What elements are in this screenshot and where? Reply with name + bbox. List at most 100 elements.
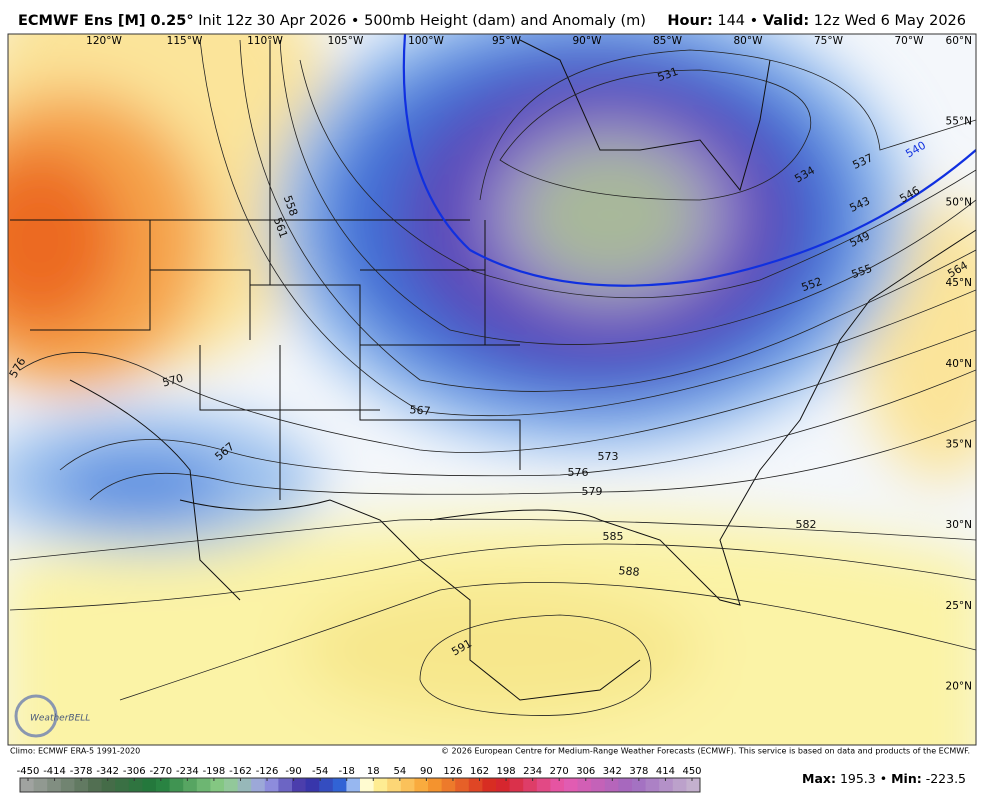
colorbar-tick-label: 414	[656, 766, 675, 777]
colorbar-swatch	[60, 778, 75, 792]
colorbar-swatch	[550, 778, 565, 792]
colorbar-swatch	[183, 778, 198, 792]
colorbar-tick-label: 90	[420, 766, 433, 777]
colorbar: -450 -414 -378 -342 -306 -270 -234 -198 -162 -126…	[17, 766, 702, 793]
colorbar-swatch	[156, 778, 171, 792]
colorbar-swatch	[305, 778, 320, 792]
colorbar-tick-label: -90	[285, 766, 301, 777]
colorbar-tick-label: -342	[96, 766, 119, 777]
colorbar-tick-label: -18	[339, 766, 355, 777]
colorbar-swatch	[319, 778, 334, 792]
longitude-label: 110°W	[247, 35, 283, 47]
contour-label: 573	[598, 450, 619, 463]
colorbar-swatch	[101, 778, 116, 792]
colorbar-tick-label: -126	[256, 766, 279, 777]
latitude-label: 40°N	[946, 358, 972, 370]
colorbar-swatch	[346, 778, 361, 792]
colorbar-swatch	[47, 778, 62, 792]
min: -223.5	[926, 771, 966, 786]
latitude-label: 35°N	[946, 439, 972, 451]
colorbar-swatch	[686, 778, 701, 792]
colorbar-swatch	[224, 778, 239, 792]
logo-mark	[14, 694, 58, 738]
colorbar-tick-label: 306	[576, 766, 595, 777]
colorbar-swatch	[142, 778, 157, 792]
colorbar-swatch	[88, 778, 103, 792]
map-frame	[7, 33, 977, 746]
colorbar-tick-label: -414	[43, 766, 66, 777]
colorbar-tick-label: 18	[367, 766, 380, 777]
logo: WeatherBELL	[30, 714, 90, 724]
colorbar-tick-label: 234	[523, 766, 542, 777]
colorbar-swatch	[332, 778, 347, 792]
colorbar-swatch	[278, 778, 293, 792]
colorbar-tick-label: 162	[470, 766, 489, 777]
separator: •	[750, 13, 759, 29]
latitude-label: 60°N	[946, 35, 972, 47]
longitude-label: 100°W	[408, 35, 444, 47]
latitude-label: 45°N	[946, 277, 972, 289]
colorbar-tick-label: -54	[312, 766, 328, 777]
colorbar-swatch	[128, 778, 143, 792]
longitude-label: 80°W	[734, 35, 764, 47]
longitude-label-group: 120°W 115°W 110°W 105°W 100°W 95°W 90°W 85°W 80°…	[86, 35, 924, 47]
contour-label: 585	[603, 530, 624, 543]
colorbar-tick-label: -378	[70, 766, 93, 777]
longitude-label: 115°W	[167, 35, 203, 47]
contour-540	[402, 34, 976, 287]
colorbar-swatch	[210, 778, 225, 792]
colorbar-swatch	[659, 778, 674, 792]
longitude-label: 95°W	[492, 35, 522, 47]
colorbar-tick-label: 270	[550, 766, 569, 777]
contour-label: 582	[796, 518, 817, 531]
valid-label: Valid:	[763, 13, 809, 29]
longitude-label: 70°W	[895, 35, 925, 47]
colorbar-swatch	[496, 778, 511, 792]
colorbar-swatch	[577, 778, 592, 792]
colorbar-swatch	[604, 778, 619, 792]
colorbar-tick-label: 54	[393, 766, 406, 777]
stats-separator: •	[880, 771, 887, 786]
longitude-label: 90°W	[573, 35, 603, 47]
colorbar-swatch	[169, 778, 184, 792]
contour-label: 579	[582, 485, 603, 498]
colorbar-swatch	[387, 778, 402, 792]
header-right: Hour: 144 • Valid: 12z Wed 6 May 2026	[667, 13, 966, 29]
colorbar-swatch	[468, 778, 483, 792]
hour-label: Hour:	[667, 13, 712, 29]
colorbar-swatch	[455, 778, 470, 792]
colorbar-tick-label: 198	[497, 766, 516, 777]
latitude-label: 20°N	[946, 681, 972, 693]
colorbar-swatch	[251, 778, 266, 792]
colorbar-swatch	[414, 778, 429, 792]
colorbar-swatch	[441, 778, 456, 792]
colorbar-tick-label: -450	[17, 766, 40, 777]
longitude-label: 75°W	[814, 35, 844, 47]
contour-label: 576	[568, 466, 589, 479]
contours	[9, 39, 976, 716]
latitude-label: 55°N	[946, 116, 972, 128]
colorbar-swatch	[33, 778, 48, 792]
valid: 12z Wed 6 May 2026	[814, 13, 966, 29]
longitude-label: 105°W	[328, 35, 364, 47]
climo-note: Climo: ECMWF ERA-5 1991-2020	[10, 747, 140, 756]
colorbar-swatch	[564, 778, 579, 792]
latitude-label: 50°N	[946, 196, 972, 208]
colorbar-swatch	[645, 778, 660, 792]
latitude-label: 30°N	[946, 519, 972, 531]
longitude-label: 120°W	[86, 35, 122, 47]
colorbar-swatch	[400, 778, 415, 792]
colorbar-swatch	[428, 778, 443, 792]
contour-label: 570	[161, 372, 185, 390]
longitude-label: 85°W	[653, 35, 683, 47]
colorbar-frame	[19, 777, 701, 793]
header-left: ECMWF Ens [M] 0.25° Init 12z 30 Apr 2026…	[18, 13, 646, 29]
colorbar-swatch	[74, 778, 89, 792]
colorbar-swatch	[373, 778, 388, 792]
copyright: © 2026 European Centre for Medium-Range …	[441, 747, 970, 756]
colorbar-swatch	[196, 778, 211, 792]
subtitle: Init 12z 30 Apr 2026 • 500mb Height (dam…	[198, 13, 646, 29]
